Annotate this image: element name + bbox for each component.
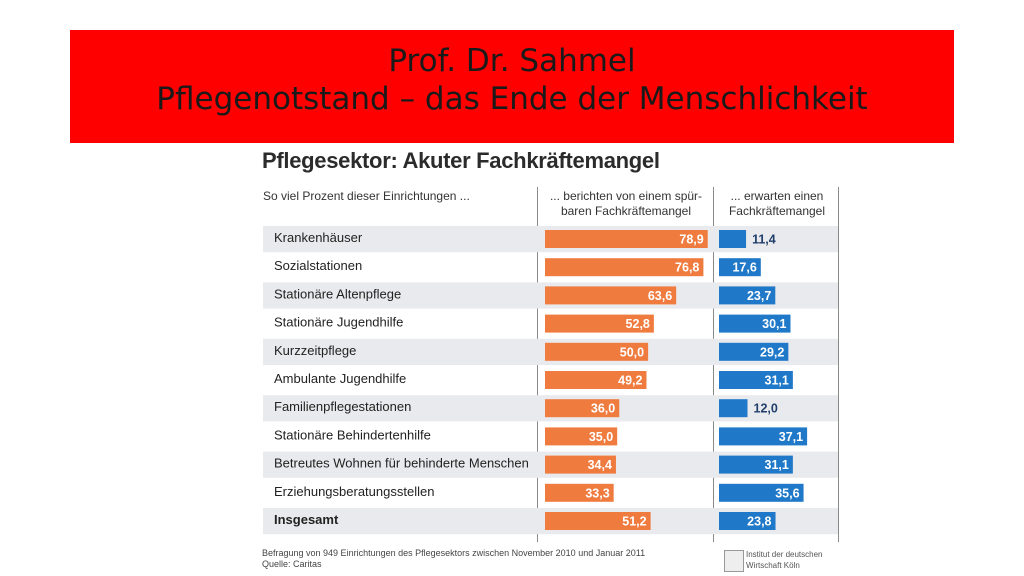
iw-logo-icon bbox=[724, 550, 744, 572]
series1-header: ... berichten von einem spür- baren Fach… bbox=[540, 189, 712, 219]
category-label: Erziehungsberatungsstellen bbox=[274, 484, 434, 499]
bar-series2-label: 23,8 bbox=[747, 515, 771, 529]
row-header: So viel Prozent dieser Einrichtungen ... bbox=[263, 189, 470, 203]
category-label: Sozialstationen bbox=[274, 258, 362, 273]
bar-series1 bbox=[545, 455, 616, 474]
bar-series2 bbox=[719, 427, 808, 446]
bar-series1 bbox=[545, 286, 677, 305]
bar-series1 bbox=[545, 399, 620, 418]
bar-series2-label: 31,1 bbox=[765, 374, 789, 388]
bar-series2 bbox=[719, 230, 747, 248]
category-label: Insgesamt bbox=[274, 512, 339, 527]
bar-series1 bbox=[545, 258, 704, 277]
bar-series2-label: 37,1 bbox=[779, 430, 803, 444]
category-label: Stationäre Behindertenhilfe bbox=[274, 427, 431, 442]
bar-series2 bbox=[719, 286, 776, 305]
bar-series2-label: 30,1 bbox=[762, 317, 786, 331]
bar-series2 bbox=[719, 512, 776, 530]
bar-series1 bbox=[545, 371, 647, 389]
bar-series2-label: 29,2 bbox=[760, 345, 784, 359]
category-label: Familienpflegestationen bbox=[274, 399, 411, 414]
slide-title-line1: Prof. Dr. Sahmel bbox=[388, 43, 636, 79]
series2-header: ... erwarten einen Fachkräftemangel bbox=[718, 189, 836, 219]
bar-series1 bbox=[545, 314, 654, 333]
chart-source: Quelle: Caritas bbox=[262, 559, 322, 569]
bar-series1-label: 49,2 bbox=[618, 374, 642, 388]
bar-series2 bbox=[719, 258, 761, 277]
series1-header-line1: ... berichten von einem spür- bbox=[549, 189, 703, 203]
series2-header-line1: ... erwarten einen bbox=[730, 189, 824, 203]
bar-series2-label: 11,4 bbox=[752, 233, 776, 247]
divider-line-3 bbox=[838, 187, 839, 542]
bar-series1-label: 51,2 bbox=[622, 515, 646, 529]
bar-series2 bbox=[719, 455, 793, 474]
bar-series1 bbox=[545, 342, 649, 361]
bar-series1-label: 50,0 bbox=[620, 345, 644, 359]
category-label: Ambulante Jugendhilfe bbox=[274, 371, 406, 386]
bar-series1 bbox=[545, 483, 614, 502]
title-banner: Prof. Dr. Sahmel Pflegenotstand – das En… bbox=[70, 30, 954, 143]
bar-series1-label: 35,0 bbox=[589, 430, 613, 444]
bar-series1-label: 52,8 bbox=[626, 317, 650, 331]
bar-series1-label: 76,8 bbox=[675, 261, 699, 275]
bar-series1-label: 78,9 bbox=[679, 233, 703, 247]
category-label: Kurzzeitpflege bbox=[274, 343, 356, 358]
bar-series1-label: 34,4 bbox=[588, 458, 612, 472]
slide-title-line2: Pflegenotstand – das Ende der Menschlich… bbox=[156, 81, 868, 117]
series2-header-line2: Fachkräftemangel bbox=[728, 204, 826, 218]
chart-title: Pflegesektor: Akuter Fachkräftemangel bbox=[262, 148, 660, 173]
chart-footer: Befragung von 949 Einrichtungen des Pfle… bbox=[262, 548, 645, 570]
chart-note: Befragung von 949 Einrichtungen des Pfle… bbox=[262, 548, 646, 558]
iw-logo: Institut der deutschen Wirtschaft Köln bbox=[724, 548, 844, 572]
bar-series2-label: 12,0 bbox=[754, 402, 778, 416]
bar-series1-label: 36,0 bbox=[591, 402, 615, 416]
bar-series2 bbox=[719, 342, 789, 361]
category-label: Krankenhäuser bbox=[274, 230, 363, 245]
bar-series2 bbox=[719, 314, 791, 333]
category-label: Stationäre Jugendhilfe bbox=[274, 315, 403, 330]
bar-series1-label: 33,3 bbox=[585, 486, 609, 500]
bar-series2 bbox=[719, 483, 804, 502]
bar-series2-label: 31,1 bbox=[765, 458, 789, 472]
bar-series2 bbox=[719, 371, 793, 389]
category-label: Stationäre Altenpflege bbox=[274, 286, 401, 301]
bar-series1-label: 63,6 bbox=[648, 289, 672, 303]
category-label: Betreutes Wohnen für behinderte Menschen bbox=[274, 456, 529, 471]
bar-series1 bbox=[545, 512, 651, 530]
iw-logo-text: Institut der deutschen Wirtschaft Köln bbox=[746, 549, 823, 571]
iw-logo-line1: Institut der deutschen bbox=[746, 550, 823, 559]
series1-header-line2: baren Fachkräftemangel bbox=[560, 204, 692, 218]
bar-series2-label: 35,6 bbox=[775, 486, 799, 500]
bar-series2 bbox=[719, 399, 748, 418]
iw-logo-line2: Wirtschaft Köln bbox=[746, 561, 800, 570]
bar-series2-label: 23,7 bbox=[747, 289, 771, 303]
bar-series2-label: 17,6 bbox=[732, 261, 756, 275]
bar-series1 bbox=[545, 230, 708, 248]
bar-series1 bbox=[545, 427, 618, 446]
